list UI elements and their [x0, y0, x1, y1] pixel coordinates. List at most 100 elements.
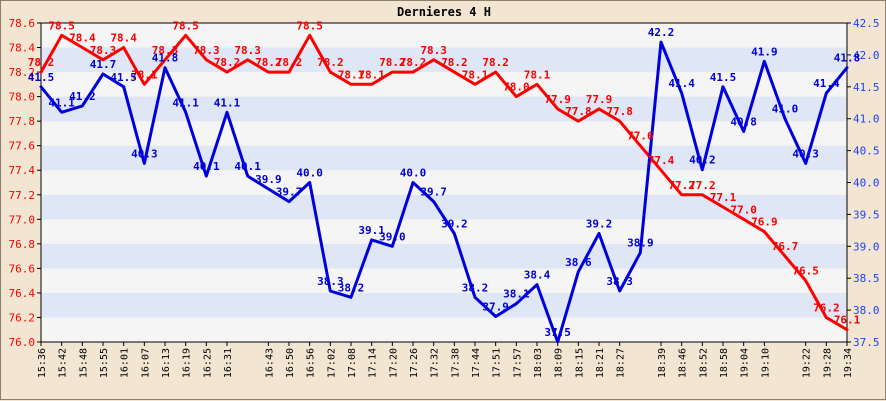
x-axis-tick-label: 18:09: [554, 348, 565, 378]
left-axis-tick-label: 77.0: [9, 213, 36, 226]
left-axis-tick-label: 77.8: [9, 115, 36, 128]
data-label: 77.1: [710, 191, 737, 204]
left-axis-tick-label: 78.0: [9, 91, 36, 104]
data-label: 77.2: [689, 179, 716, 192]
left-axis-tick-label: 78.2: [9, 66, 36, 79]
x-axis-tick-label: 19:22: [802, 348, 813, 378]
data-label: 78.3: [420, 44, 447, 57]
x-axis-tick-label: 18:15: [574, 348, 585, 378]
data-label: 78.2: [317, 56, 344, 69]
plot-band: [41, 96, 847, 122]
data-label: 38.9: [627, 237, 654, 250]
plot-band: [41, 243, 847, 269]
x-axis-tick-label: 18:39: [657, 348, 668, 378]
data-label: 78.5: [48, 19, 75, 32]
data-label: 40.8: [730, 115, 757, 128]
series-line-1: [39, 40, 849, 344]
data-label: 39.7: [420, 186, 447, 199]
data-label: 41.8: [834, 52, 861, 65]
left-axis-tick-label: 78.4: [9, 42, 36, 55]
data-label: 78.2: [28, 56, 55, 69]
plot-band: [41, 292, 847, 318]
data-label: 39.1: [358, 224, 385, 237]
x-axis-tick-label: 18:46: [678, 348, 689, 378]
left-axis-tick-label: 76.2: [9, 311, 36, 324]
data-label: 38.1: [503, 288, 530, 301]
x-axis-tick-label: 17:38: [450, 348, 461, 378]
data-label: 78.1: [131, 68, 158, 81]
right-axis-tick-label: 41.5: [853, 81, 880, 94]
x-axis-tick-label: 15:48: [78, 348, 89, 378]
x-axis-tick-label: 15:42: [58, 348, 69, 378]
data-label: 40.0: [400, 167, 427, 180]
plot-band: [41, 219, 847, 244]
data-label: 78.1: [462, 68, 489, 81]
x-axis-tick-label: 19:04: [740, 348, 751, 378]
series-lines: [39, 33, 849, 344]
x-axis-tick-label: 16:19: [182, 348, 193, 378]
data-label: 39.2: [586, 218, 613, 231]
right-axis-tick-label: 37.5: [853, 336, 880, 349]
left-axis-tick-label: 77.6: [9, 140, 36, 153]
data-label: 40.3: [792, 147, 819, 160]
data-label: 40.1: [234, 160, 261, 173]
data-label: 76.9: [751, 216, 778, 229]
data-label: 77.8: [565, 105, 592, 118]
data-label: 41.4: [813, 77, 840, 90]
data-label: 37.9: [482, 300, 509, 313]
data-label: 78.1: [524, 68, 551, 81]
data-label: 41.2: [69, 90, 96, 103]
plot-band: [41, 317, 847, 342]
x-axis-tick-label: 17:57: [512, 348, 523, 378]
data-label: 38.3: [317, 275, 344, 288]
x-axis-tick-label: 16:07: [140, 348, 151, 378]
data-label: 41.4: [668, 77, 695, 90]
data-label: 77.0: [730, 203, 757, 216]
left-axis-tick-label: 78.6: [9, 17, 36, 30]
left-axis-ticks: 76.0 76.2 76.4 76.6 76.8 77.0 77.2 77.4 77.6 77.8…: [9, 17, 41, 349]
x-axis-tick-label: 16:13: [161, 348, 172, 378]
series-line-0: [39, 33, 849, 332]
x-axis-tick-label: 18:58: [719, 348, 730, 378]
x-axis-tick-label: 16:56: [306, 348, 317, 378]
left-axis-tick-label: 76.6: [9, 262, 36, 275]
right-axis-tick-label: 42.5: [853, 17, 880, 30]
data-label: 77.4: [648, 154, 675, 167]
plot-bands: [41, 23, 847, 342]
plot-band: [41, 170, 847, 195]
data-label: 78.2: [379, 56, 406, 69]
x-axis-tick-label: 18:52: [698, 348, 709, 378]
data-label: 78.3: [90, 44, 117, 57]
x-axis-tick-label: 17:44: [471, 348, 482, 378]
data-label: 76.5: [792, 265, 819, 278]
data-label: 40.2: [689, 154, 716, 167]
data-label: 39.0: [379, 230, 406, 243]
x-axis-tick-label: 17:08: [347, 348, 358, 378]
right-axis-tick-label: 39.0: [853, 240, 880, 253]
x-axis-tick-label: 16:31: [223, 348, 234, 378]
x-axis-tick-label: 15:55: [99, 348, 110, 378]
data-label: 78.2: [276, 56, 303, 69]
data-label: 78.5: [172, 19, 199, 32]
plot-band: [41, 145, 847, 171]
data-label: 78.5: [296, 19, 323, 32]
data-label: 78.2: [482, 56, 509, 69]
data-label: 40.3: [131, 147, 158, 160]
plot-band: [41, 23, 847, 48]
x-axis-tick-label: 19:34: [843, 348, 854, 378]
data-label: 40.1: [193, 160, 220, 173]
data-label: 78.3: [234, 44, 261, 57]
left-axis-tick-label: 76.0: [9, 336, 36, 349]
data-label: 76.7: [772, 240, 799, 253]
x-axis-tick-label: 15:36: [37, 348, 48, 378]
left-axis-tick-label: 77.2: [9, 189, 36, 202]
right-axis-tick-label: 41.0: [853, 113, 880, 126]
x-axis-tick-label: 17:51: [492, 348, 503, 378]
data-label: 41.5: [110, 71, 137, 84]
right-axis-ticks: 37.5 38.0 38.5 39.0 39.5 40.0 40.5 41.0 41.5 42.0…: [847, 17, 880, 349]
data-label: 78.2: [441, 56, 468, 69]
data-label: 78.2: [214, 56, 241, 69]
data-label: 41.9: [751, 45, 778, 58]
data-label: 38.4: [524, 269, 551, 282]
x-axis-ticks: 15:36 15:42 15:48 15:55 16:01 16:07 16:13 16:19…: [37, 342, 854, 378]
